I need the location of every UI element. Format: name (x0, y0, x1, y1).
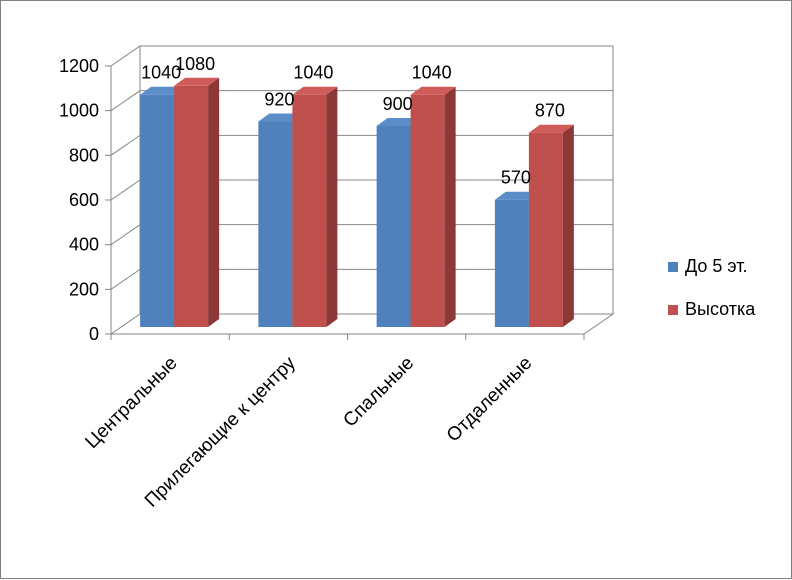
category-label: Отдаленные (443, 353, 537, 447)
category-label: Центральные (81, 353, 181, 453)
legend-label: До 5 эт. (685, 256, 747, 276)
bar-top (292, 86, 338, 95)
bar-front (140, 94, 175, 327)
bar-front (376, 126, 411, 327)
data-label: 870 (535, 101, 565, 121)
legend-swatch (668, 262, 678, 272)
bar-front (258, 121, 293, 328)
y-tick-label: 1200 (59, 56, 99, 76)
data-label: 570 (501, 168, 531, 188)
legend-swatch (668, 305, 678, 315)
bar-front (528, 132, 563, 327)
data-label: 920 (264, 90, 294, 110)
bar-1-1 (292, 86, 338, 327)
bar-top (174, 77, 220, 86)
bar-top (258, 113, 304, 122)
y-tick-labels: 0 200 400 600 800 1000 1200 (59, 56, 99, 344)
bar-top (410, 86, 456, 95)
data-label: 1040 (293, 63, 333, 83)
y-tick-label: 200 (69, 279, 99, 299)
y-tick-label: 400 (69, 235, 99, 255)
bar-1-0 (174, 77, 220, 327)
data-label: 900 (383, 94, 413, 114)
bar-top (140, 86, 186, 95)
bar-side (444, 86, 456, 327)
bar-side (208, 77, 220, 327)
data-label: 1040 (412, 63, 452, 83)
bar-1-3 (528, 124, 574, 327)
bar-top (376, 118, 422, 126)
y-tick-label: 800 (69, 145, 99, 165)
bars (140, 77, 574, 328)
data-label: 1040 (141, 63, 181, 83)
bar-top (528, 124, 574, 133)
bar-front (292, 94, 327, 327)
bar-front (410, 94, 445, 327)
bar-side (326, 86, 338, 327)
y-tick-label: 600 (69, 190, 99, 210)
bar-front (494, 199, 529, 327)
y-tick-label: 0 (89, 324, 99, 344)
bar-top (494, 191, 540, 200)
bar-1-2 (410, 86, 456, 327)
bar-front (174, 85, 209, 327)
gridline (110, 45, 613, 67)
legend-label: Высотка (685, 299, 756, 319)
bar-side (562, 124, 574, 327)
y-tick-label: 1000 (59, 101, 99, 121)
data-label: 1080 (175, 54, 215, 74)
axes (105, 65, 585, 340)
category-label: Спальные (339, 353, 418, 432)
legend: До 5 эт. Высотка (668, 256, 756, 319)
